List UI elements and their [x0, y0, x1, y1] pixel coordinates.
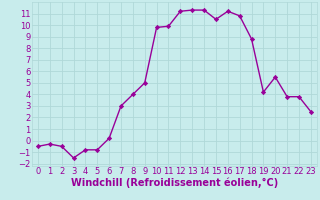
X-axis label: Windchill (Refroidissement éolien,°C): Windchill (Refroidissement éolien,°C) [71, 178, 278, 188]
